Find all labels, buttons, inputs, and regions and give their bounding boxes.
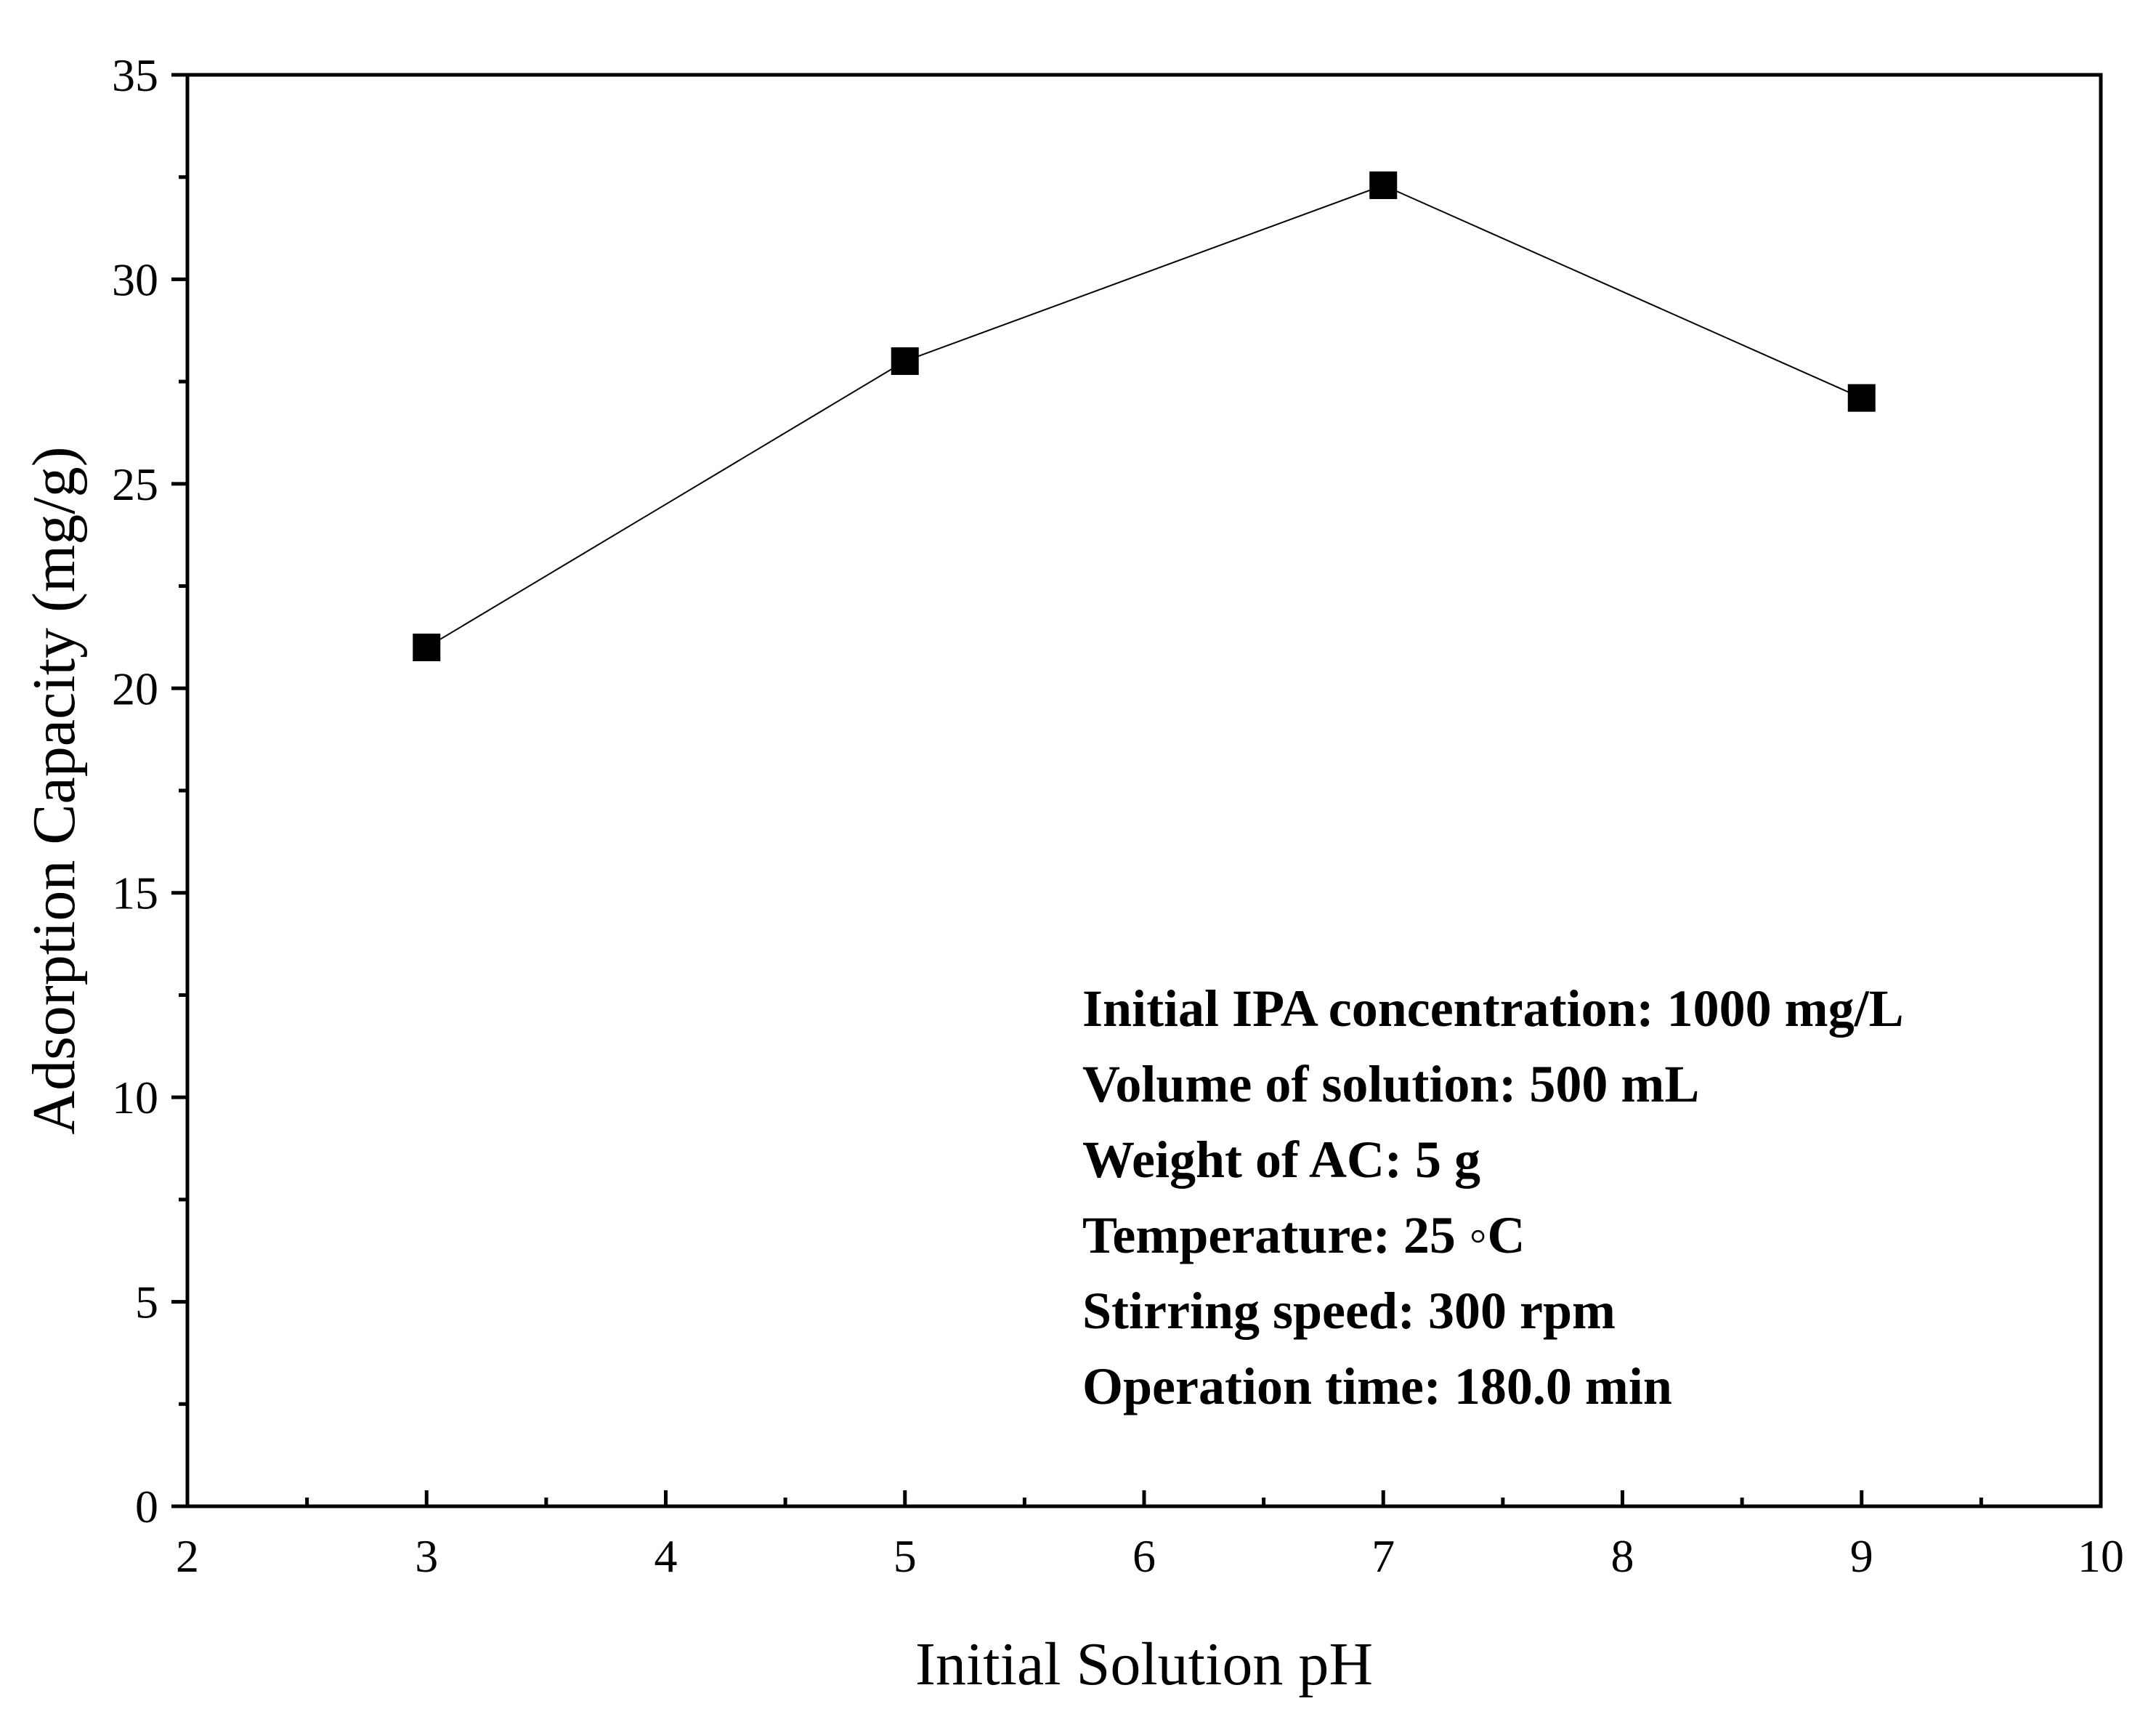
- y-tick-label: 0: [135, 1481, 158, 1532]
- annotation-solution-volume: Volume of solution: 500 mL: [1082, 1055, 1699, 1113]
- series-line: [426, 184, 1863, 648]
- x-tick-label: 9: [1850, 1530, 1873, 1582]
- x-axis-label: Initial Solution pH: [915, 1631, 1373, 1698]
- annotation-temperature: Temperature: 25 ◦C: [1082, 1206, 1525, 1264]
- x-tick-label: 5: [893, 1530, 917, 1582]
- annotation-stirring-speed: Stirring speed: 300 rpm: [1082, 1282, 1616, 1340]
- y-tick-label: 35: [112, 49, 158, 101]
- y-tick-label: 5: [135, 1277, 158, 1328]
- x-tick-label: 6: [1132, 1530, 1156, 1582]
- x-tick-label: 10: [2078, 1530, 2124, 1582]
- experimental-conditions-annotation: Initial IPA concentration: 1000 mg/L Vol…: [1082, 979, 1904, 1415]
- data-point-marker: [413, 634, 441, 661]
- x-tick-label: 4: [654, 1530, 678, 1582]
- y-axis-label: Adsorption Capacity (mg/g): [20, 446, 88, 1134]
- data-point-marker: [1369, 171, 1398, 199]
- data-point-marker: [1847, 384, 1876, 412]
- data-point-marker: [891, 347, 919, 375]
- axis-tick-labels: 2 3 4 5 6 7 8 9 10 0 5 10 15 20 25 30 35: [112, 49, 2124, 1582]
- x-tick-label: 8: [1611, 1530, 1634, 1582]
- annotation-ac-weight: Weight of AC: 5 g: [1082, 1131, 1480, 1189]
- x-tick-label: 3: [415, 1530, 438, 1582]
- y-tick-label: 25: [112, 458, 158, 510]
- annotation-ipa-concentration: Initial IPA concentration: 1000 mg/L: [1082, 979, 1904, 1038]
- y-tick-label: 15: [112, 868, 158, 919]
- y-tick-label: 30: [112, 254, 158, 305]
- annotation-operation-time: Operation time: 180.0 min: [1082, 1357, 1672, 1415]
- data-series: [413, 171, 1876, 661]
- x-tick-label: 7: [1371, 1530, 1395, 1582]
- y-tick-label: 10: [112, 1072, 158, 1123]
- x-tick-label: 2: [176, 1530, 199, 1582]
- y-tick-label: 20: [112, 663, 158, 714]
- plot-frame: [185, 73, 2103, 1508]
